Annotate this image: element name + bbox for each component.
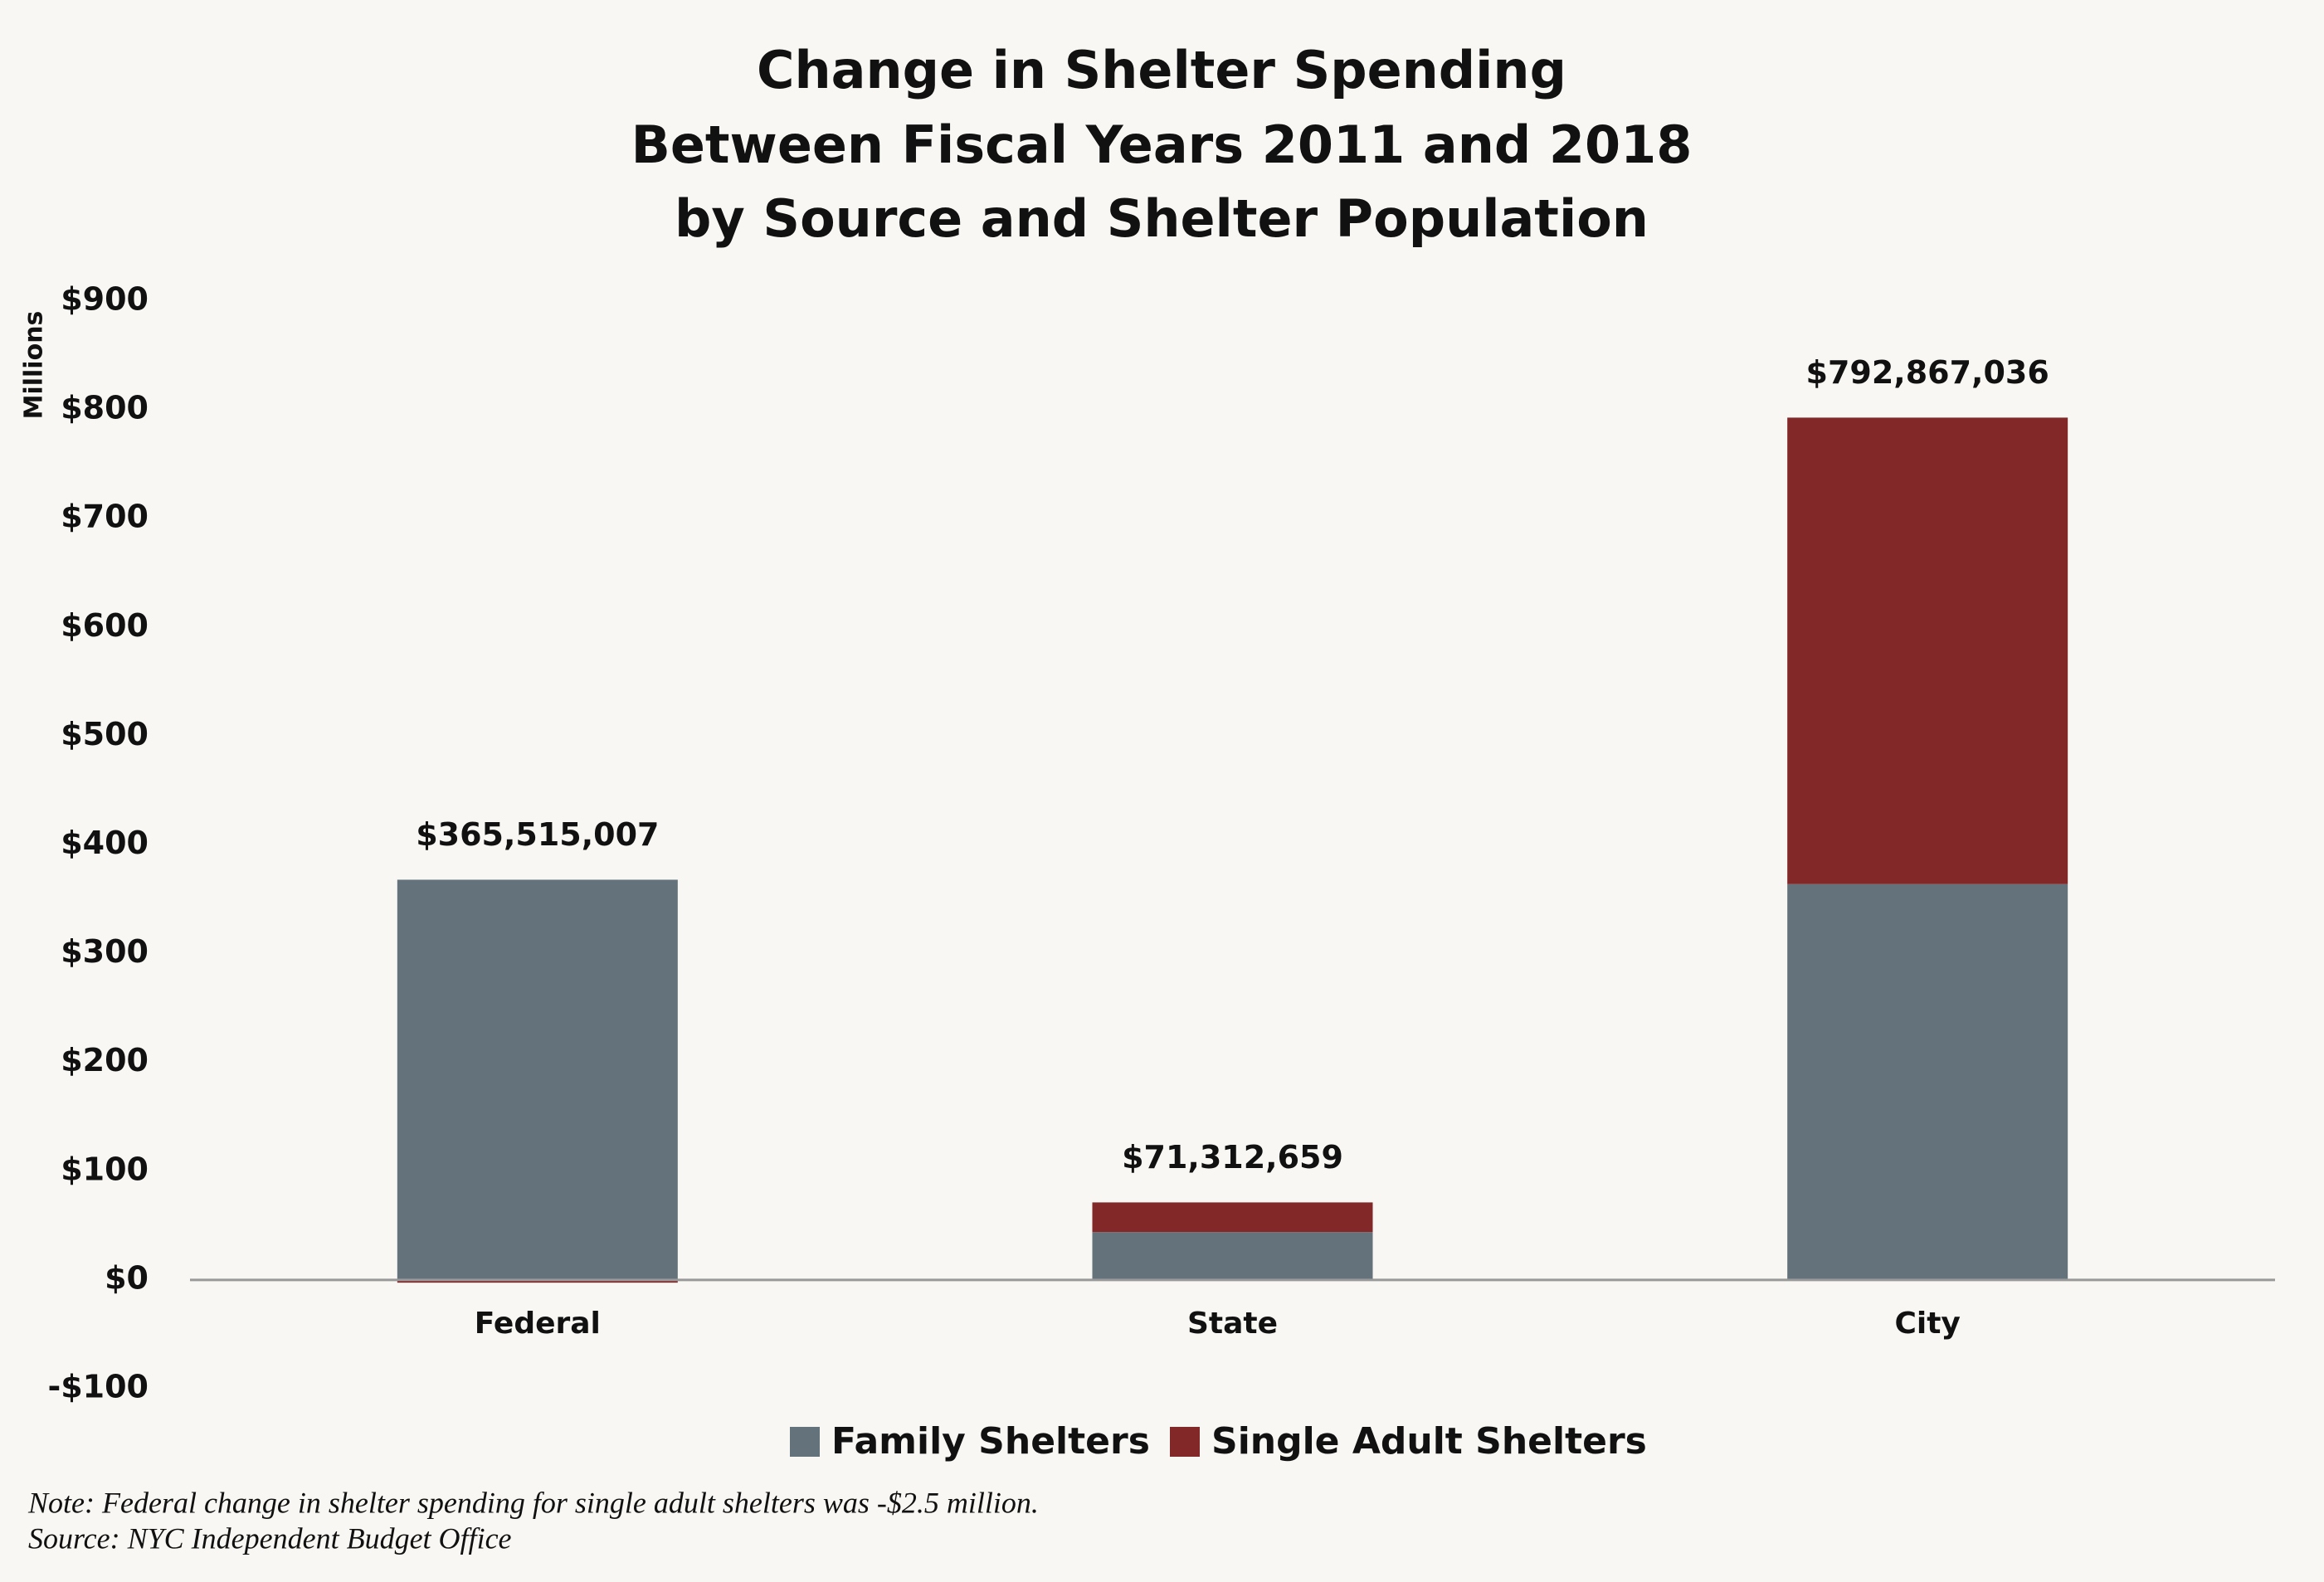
x-tick-label: Federal — [475, 1307, 601, 1341]
legend-swatch — [1170, 1427, 1200, 1457]
y-tick-label: $800 — [61, 390, 149, 426]
chart-title: Between Fiscal Years 2011 and 2018 — [631, 114, 1693, 175]
y-axis-label: Millions — [20, 311, 49, 420]
y-tick-label: $600 — [61, 607, 149, 644]
y-tick-label: $200 — [61, 1042, 149, 1078]
total-label: $792,867,036 — [1806, 354, 2049, 391]
total-label: $71,312,659 — [1122, 1139, 1343, 1176]
note: Note: Federal change in shelter spending… — [27, 1486, 1039, 1519]
legend-swatch — [790, 1427, 820, 1457]
bar-segment — [1787, 417, 2068, 884]
x-tick-label: State — [1187, 1307, 1278, 1341]
bar-segment — [397, 879, 678, 1280]
bar-segment — [397, 1279, 678, 1283]
legend-label: Single Adult Shelters — [1211, 1420, 1647, 1463]
y-tick-label: $900 — [61, 281, 149, 318]
total-label: $365,515,007 — [416, 816, 659, 853]
bar-segment — [1787, 883, 2068, 1280]
legend-label: Family Shelters — [831, 1420, 1150, 1463]
y-tick-label: $500 — [61, 716, 149, 752]
x-tick-label: City — [1894, 1307, 1960, 1341]
y-tick-label: $0 — [105, 1259, 149, 1296]
y-tick-label: -$100 — [47, 1369, 149, 1405]
y-tick-label: $100 — [61, 1151, 149, 1187]
chart-title: by Source and Shelter Population — [675, 188, 1649, 249]
bar-segment — [1092, 1232, 1373, 1280]
y-tick-label: $300 — [61, 933, 149, 970]
y-tick-label: $700 — [61, 499, 149, 535]
y-tick-label: $400 — [61, 825, 149, 861]
bar-segment — [1092, 1202, 1373, 1233]
source: Source: NYC Independent Budget Office — [28, 1521, 512, 1555]
chart-title: Change in Shelter Spending — [757, 40, 1566, 100]
